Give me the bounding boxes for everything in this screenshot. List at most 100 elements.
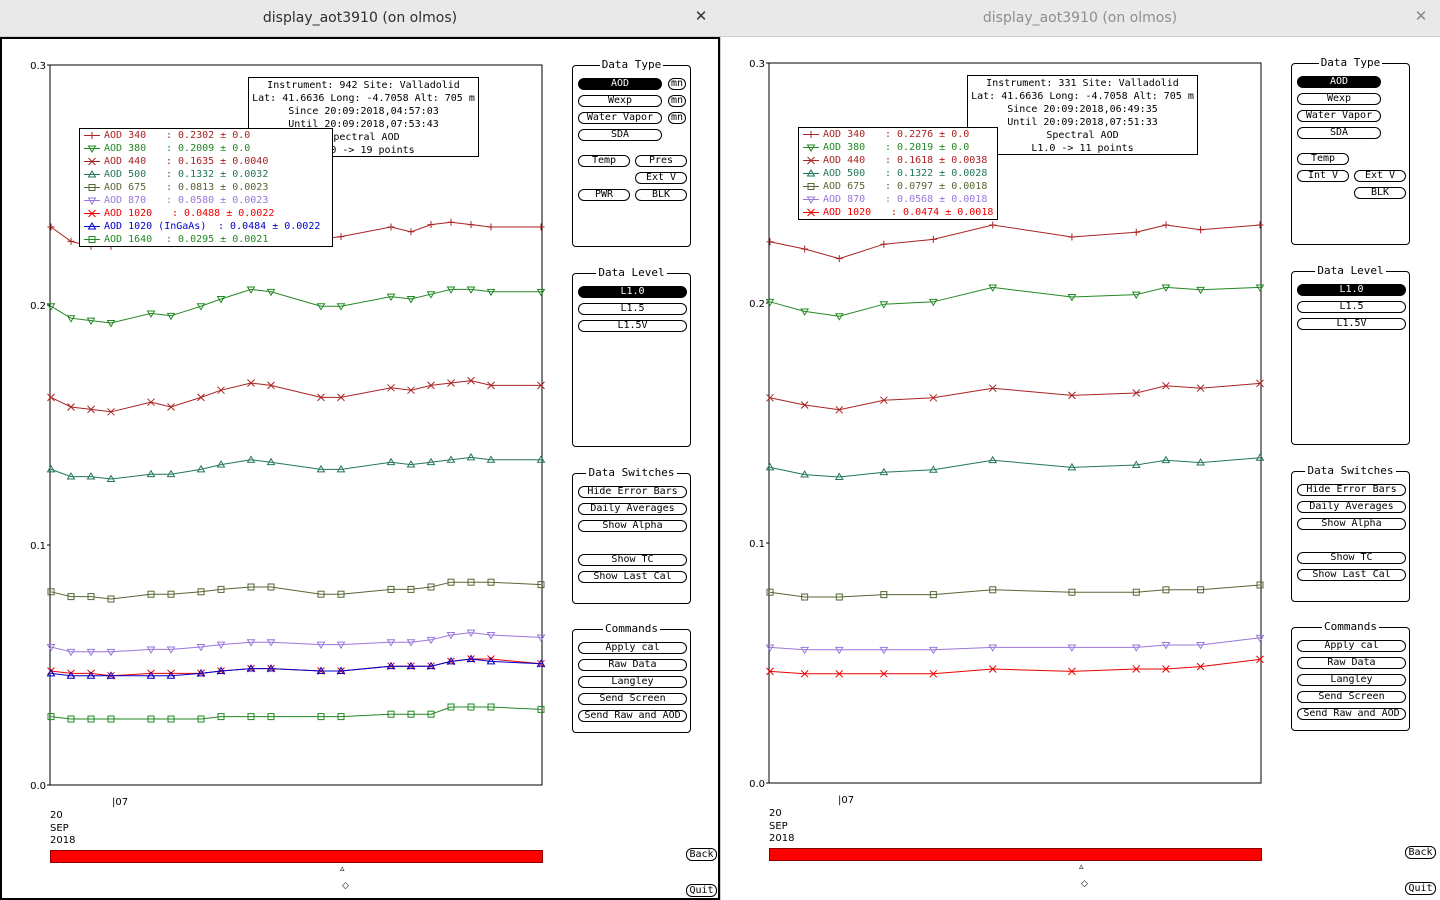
data-point	[447, 218, 455, 226]
daily-averages-button[interactable]: Daily Averages	[1297, 501, 1406, 513]
data-point	[929, 235, 937, 243]
show-tc-button[interactable]: Show TC	[1297, 552, 1406, 564]
level-l15v-button[interactable]: L1.5V	[578, 320, 687, 332]
wexp-button[interactable]: Wexp	[578, 95, 662, 107]
show-alpha-button[interactable]: Show Alpha	[578, 520, 687, 532]
plot-frame	[768, 62, 1262, 784]
data-point	[1067, 294, 1077, 302]
data-point	[386, 293, 396, 302]
data-point	[487, 381, 495, 390]
data-point	[316, 464, 326, 473]
apply-cal-button[interactable]: Apply cal	[578, 642, 687, 654]
scroll-up-icon[interactable]: ▵	[340, 864, 345, 874]
data-type-title: Data Type	[1318, 56, 1383, 69]
quit-button[interactable]: Quit	[686, 884, 717, 897]
ext-v-button[interactable]: Ext V	[635, 172, 687, 184]
legend-name: AOD 870	[823, 194, 866, 205]
aod-mn-button[interactable]: mn	[668, 78, 686, 90]
blk-button[interactable]: BLK	[1354, 187, 1406, 199]
info-until: Until 20:09:2018,07:53:43	[288, 119, 439, 130]
back-button[interactable]: Back	[686, 848, 717, 861]
langley-button[interactable]: Langley	[578, 676, 687, 688]
ext-v-button[interactable]: Ext V	[1354, 170, 1406, 182]
send-raw-aod-button[interactable]: Send Raw and AOD	[578, 710, 687, 722]
level-l15v-button[interactable]: L1.5V	[1297, 318, 1406, 330]
data-point	[1256, 379, 1264, 388]
data-point	[1255, 453, 1265, 461]
data-point	[106, 474, 116, 482]
legend: AOD 340: 0.2276 ± 0.0 AOD 380: 0.2019 ± 0…	[798, 127, 998, 220]
level-l15-button[interactable]: L1.5	[578, 303, 687, 315]
wexp-mn-button[interactable]: mn	[668, 95, 686, 107]
time-scroll-bar[interactable]	[769, 848, 1262, 861]
blk-button[interactable]: BLK	[635, 189, 687, 201]
show-tc-button[interactable]: Show TC	[578, 554, 687, 566]
langley-button[interactable]: Langley	[1297, 674, 1406, 686]
wexp-button[interactable]: Wexp	[1297, 93, 1381, 105]
aod-button[interactable]: AOD	[1297, 76, 1381, 88]
pres-button[interactable]: Pres	[635, 155, 687, 167]
data-point	[267, 583, 275, 591]
data-point	[266, 664, 276, 672]
water-vapor-button[interactable]: Water Vapor	[1297, 110, 1381, 122]
data-point	[146, 646, 156, 654]
data-point	[1068, 391, 1076, 400]
show-last-cal-button[interactable]: Show Last Cal	[578, 571, 687, 583]
data-point	[146, 671, 156, 679]
hide-error-bars-button[interactable]: Hide Error Bars	[1297, 484, 1406, 496]
temp-button[interactable]: Temp	[1297, 153, 1349, 165]
legend-symbol	[88, 157, 96, 166]
send-screen-button[interactable]: Send Screen	[1297, 691, 1406, 703]
data-point	[247, 583, 255, 591]
quit-button[interactable]: Quit	[1405, 882, 1436, 895]
water-vapor-button[interactable]: Water Vapor	[578, 112, 662, 124]
aod-button[interactable]: AOD	[578, 78, 662, 90]
data-point	[447, 379, 455, 387]
legend-marker	[84, 157, 100, 166]
level-l10-button[interactable]: L1.0	[578, 286, 687, 298]
close-icon[interactable]: ✕	[694, 7, 708, 25]
sda-button[interactable]: SDA	[578, 129, 662, 141]
scroll-center-icon[interactable]: ◇	[342, 881, 349, 891]
level-l15-button[interactable]: L1.5	[1297, 301, 1406, 313]
raw-data-button[interactable]: Raw Data	[578, 659, 687, 671]
data-point	[427, 583, 435, 591]
level-l10-button[interactable]: L1.0	[1297, 284, 1406, 296]
daily-averages-button[interactable]: Daily Averages	[578, 503, 687, 515]
data-point	[766, 667, 774, 676]
legend-marker	[84, 197, 100, 205]
pwr-button[interactable]: PWR	[578, 189, 630, 201]
titlebar[interactable]: display_aot3910 (on olmos) ✕	[720, 0, 1440, 37]
data-point	[246, 455, 256, 463]
data-point	[47, 223, 55, 231]
data-point	[46, 464, 56, 473]
scroll-center-icon[interactable]: ◇	[1081, 879, 1088, 889]
data-point	[247, 713, 255, 721]
show-last-cal-button[interactable]: Show Last Cal	[1297, 569, 1406, 581]
data-point	[336, 303, 346, 311]
time-scroll-bar[interactable]	[50, 850, 543, 863]
data-point	[106, 648, 116, 657]
data-point	[166, 312, 176, 321]
hide-error-bars-button[interactable]: Hide Error Bars	[578, 486, 687, 498]
sda-button[interactable]: SDA	[1297, 127, 1381, 139]
int-v-button[interactable]: Int V	[1297, 170, 1349, 182]
back-button[interactable]: Back	[1405, 846, 1436, 859]
titlebar[interactable]: display_aot3910 (on olmos) ✕	[0, 0, 720, 37]
data-point	[336, 464, 346, 473]
data-point	[988, 455, 998, 464]
data-point	[67, 715, 75, 723]
raw-data-button[interactable]: Raw Data	[1297, 657, 1406, 669]
send-raw-aod-button[interactable]: Send Raw and AOD	[1297, 708, 1406, 720]
show-alpha-button[interactable]: Show Alpha	[1297, 518, 1406, 530]
send-screen-button[interactable]: Send Screen	[578, 693, 687, 705]
legend-value: : 0.0484 ± 0.0022	[212, 221, 321, 232]
water-vapor-mn-button[interactable]: mn	[668, 112, 686, 124]
scroll-up-icon[interactable]: ▵	[1079, 862, 1084, 872]
data-point	[988, 284, 998, 292]
temp-button[interactable]: Temp	[578, 155, 630, 167]
close-icon[interactable]: ✕	[1414, 7, 1428, 25]
series-line	[50, 706, 542, 720]
data-point	[147, 590, 155, 598]
apply-cal-button[interactable]: Apply cal	[1297, 640, 1406, 652]
